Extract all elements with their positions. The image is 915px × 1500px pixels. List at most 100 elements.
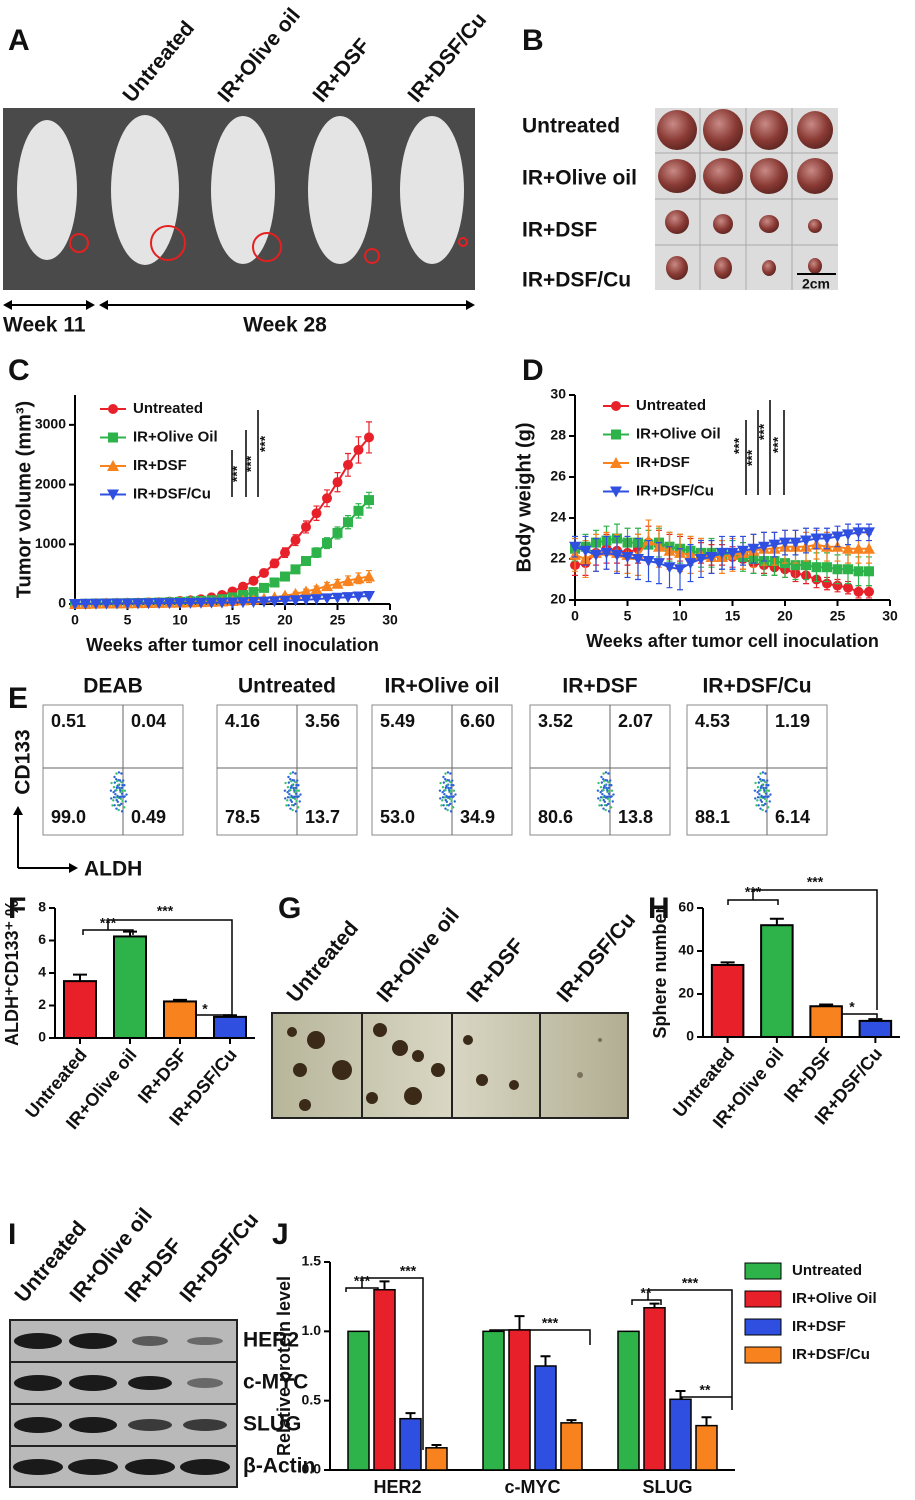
- error-bar: [649, 1302, 660, 1308]
- marker: [569, 541, 581, 553]
- event-dot: [118, 786, 121, 790]
- event-dot: [452, 784, 455, 787]
- event-dot: [447, 795, 451, 799]
- bar: [760, 924, 794, 1039]
- marker: [280, 547, 290, 558]
- marker: [184, 597, 197, 609]
- legend-label: Untreated: [792, 1262, 862, 1279]
- event-dot: [764, 792, 768, 795]
- quadrant-value: 4.53: [695, 711, 730, 731]
- protein-label: β-Actin: [243, 1455, 315, 1478]
- event-dot: [115, 786, 119, 790]
- marker: [280, 571, 290, 582]
- marker: [863, 527, 875, 539]
- event-dot: [599, 791, 602, 794]
- marker: [121, 598, 134, 610]
- legend-label: IR+Olive Oil: [792, 1290, 877, 1307]
- marker: [331, 577, 344, 589]
- significance-bracket: [752, 889, 878, 1010]
- event-dot: [607, 810, 611, 813]
- y-tick-label: 0: [686, 1028, 694, 1044]
- group-label: IR+Olive oil: [213, 4, 305, 107]
- event-dot: [292, 804, 295, 807]
- marker: [705, 551, 718, 563]
- significance-label: ***: [257, 435, 273, 452]
- y-tick-label: 26: [550, 468, 566, 484]
- event-dot: [607, 772, 610, 775]
- protein-label: c-MYC: [243, 1371, 308, 1394]
- panel-letter: E: [8, 682, 28, 715]
- marker: [259, 582, 269, 593]
- significance-bracket: [631, 1299, 662, 1305]
- significance-label: ***: [542, 1315, 559, 1331]
- marker: [810, 533, 823, 545]
- event-dot: [441, 799, 444, 802]
- marker: [789, 537, 802, 549]
- x-tick-label: 30: [882, 608, 898, 624]
- event-dot: [296, 795, 299, 799]
- x-axis-label: Weeks after tumor cell inoculation: [586, 631, 879, 651]
- marker: [684, 558, 697, 570]
- flow-title: DEAB: [83, 675, 143, 698]
- bar: [113, 935, 147, 1039]
- marker: [353, 505, 364, 516]
- event-dot: [121, 799, 124, 803]
- bar: [710, 963, 745, 1038]
- event-dot: [764, 802, 767, 806]
- legend-label: Untreated: [133, 400, 203, 417]
- y-tick-label: 8: [38, 899, 46, 915]
- event-dot: [442, 804, 445, 807]
- event-dot: [607, 781, 610, 784]
- event-dot: [766, 795, 769, 799]
- x-tick-label: c-MYC: [504, 1477, 560, 1497]
- x-tick-label: 30: [382, 612, 398, 628]
- significance-label: *: [202, 1001, 208, 1017]
- marker: [332, 477, 343, 488]
- y-tick-label: 40: [678, 942, 694, 958]
- bar: [858, 1019, 893, 1038]
- event-dot: [451, 806, 455, 809]
- event-dot: [599, 796, 603, 799]
- event-dot: [112, 791, 115, 794]
- protein-label: SLUG: [243, 1413, 301, 1436]
- x-tick-label: HER2: [373, 1477, 421, 1497]
- y-tick-label: 1.0: [302, 1322, 322, 1338]
- event-dot: [609, 779, 612, 782]
- marker: [579, 545, 592, 557]
- group-label: Untreated: [118, 17, 199, 107]
- marker: [111, 598, 123, 610]
- event-dot: [292, 786, 295, 790]
- significance-label: *: [849, 999, 855, 1015]
- group-label: Untreated: [282, 917, 363, 1007]
- panel-letter: B: [522, 24, 544, 57]
- event-dot: [764, 810, 768, 813]
- event-dot: [757, 781, 761, 784]
- event-dot: [289, 788, 292, 792]
- bar: [482, 1330, 505, 1471]
- marker: [195, 597, 207, 609]
- marker: [364, 432, 374, 443]
- event-dot: [113, 775, 116, 779]
- event-dot: [444, 772, 447, 775]
- marker: [663, 562, 676, 574]
- significance-label: ***: [731, 437, 747, 454]
- x-tick-label: 20: [277, 612, 293, 628]
- y-tick-label: 1.5: [302, 1253, 322, 1269]
- error-bar: [819, 1003, 834, 1007]
- marker: [142, 598, 155, 610]
- marker: [108, 432, 118, 443]
- event-dot: [439, 781, 442, 785]
- group-label: Untreated: [522, 115, 620, 138]
- marker: [268, 596, 281, 608]
- event-dot: [286, 791, 289, 794]
- event-dot: [449, 810, 453, 813]
- y-tick-label: 2000: [35, 475, 66, 491]
- marker: [853, 586, 864, 597]
- significance-label: ***: [354, 1273, 371, 1289]
- event-dot: [286, 799, 289, 802]
- quadrant-value: 99.0: [51, 807, 86, 827]
- event-dot: [605, 786, 608, 790]
- event-dot: [767, 784, 770, 787]
- event-dot: [599, 799, 602, 802]
- significance-bracket: [107, 919, 233, 1020]
